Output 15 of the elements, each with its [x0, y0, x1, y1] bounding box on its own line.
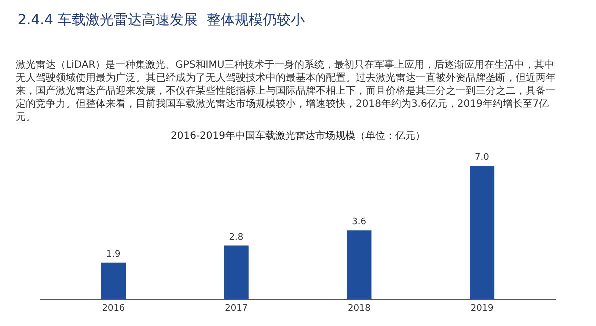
text: 激光雷达（LiDAR）是一种集激光、GPS和IMU三种技术于一身的系统，最初只在军事上应用，后逐渐应用在生活中，其中无人驾驶领域使用最为广泛。其已经成为了无人驾驶技术中的最基本的配置。过去激光雷达一直被外资品牌垄断，但近两年来，国产激光雷达产品迎来发展，不仅在某些性能指标上与国际品牌不相上下，而且价格是其三分之一到三分之二，具备一定的竞争力。但整体来看，目前我国车载激光雷达市场规模较小，增速较快，2018年约为3.6亿元，2019年约增长至7亿元。: [16, 59, 556, 123]
data-label: 3.6: [352, 218, 367, 228]
x-tick-label: 2016: [102, 304, 126, 314]
data-label: 2.8: [229, 232, 244, 243]
bar: [224, 246, 249, 299]
x-tick-label: 2018: [348, 304, 372, 314]
bar: [347, 230, 372, 299]
chart-title: 2.4.4 车载激光雷达高速发展 整体规模仍较小: [18, 12, 305, 28]
chart-subtitle: 2016-2019年中国车载激光雷达市场规模（单位：亿元）: [171, 130, 426, 142]
bar: [101, 262, 126, 299]
data-label: 7.0: [474, 152, 490, 163]
x-tick-label: 2019: [470, 304, 494, 314]
x-tick-label: 2017: [225, 304, 248, 314]
data-label: 1.9: [106, 250, 122, 260]
bar: [470, 166, 495, 299]
